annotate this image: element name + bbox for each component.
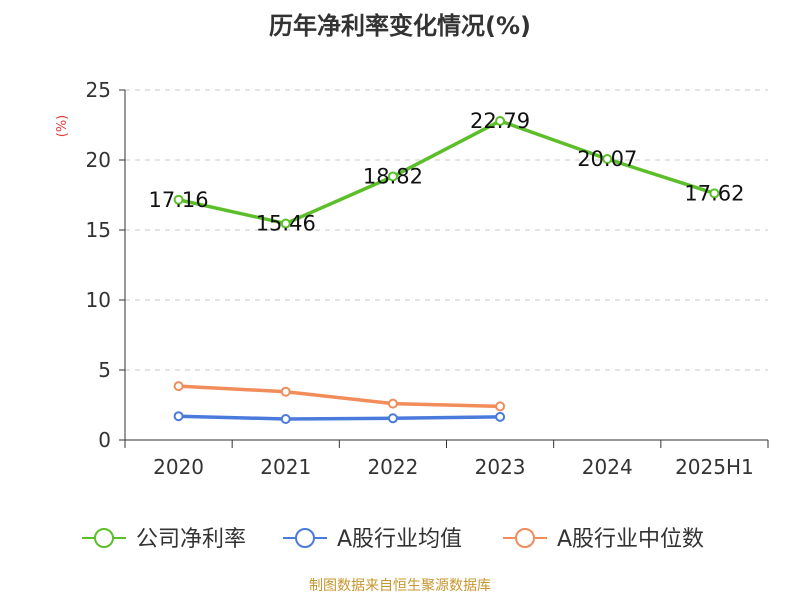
data-point[interactable] (495, 401, 506, 412)
legend-marker (515, 528, 535, 548)
data-label: 17.62 (684, 181, 744, 205)
x-tick-label: 2023 (475, 455, 526, 479)
y-tick-label: 25 (86, 78, 111, 102)
data-point[interactable] (709, 188, 720, 199)
x-tick-label: 2024 (582, 455, 633, 479)
data-point[interactable] (387, 413, 398, 424)
data-label: 17.16 (149, 188, 209, 212)
y-tick-label: 0 (98, 428, 111, 452)
y-tick-label: 5 (98, 358, 111, 382)
series-line-2 (176, 384, 502, 409)
data-point[interactable] (387, 398, 398, 409)
y-tick-label: 20 (86, 148, 111, 172)
x-tick-label: 2022 (367, 455, 418, 479)
series-line-0 (176, 119, 717, 226)
y-axis-unit-label: (%) (55, 115, 70, 138)
legend-marker (295, 528, 315, 548)
source-note: 制图数据来自恒生聚源数据库 (309, 578, 491, 594)
legend-label: 公司净利率 (136, 527, 246, 552)
data-point[interactable] (387, 171, 398, 182)
legend-item-2[interactable]: A股行业中位数 (503, 527, 704, 552)
series-lines (173, 115, 720, 424)
legend-label: A股行业均值 (337, 527, 462, 552)
series-line-1 (176, 414, 502, 421)
data-label: 22.79 (470, 109, 530, 133)
data-point[interactable] (495, 411, 506, 422)
axes: 0 5 10 15 20 25 2020 2021 2022 2023 2024 2025H1 (86, 78, 769, 479)
data-label: 18.82 (363, 165, 423, 189)
data-label: 20.07 (577, 147, 637, 171)
data-point[interactable] (173, 194, 184, 205)
data-point[interactable] (173, 381, 184, 392)
x-tick-label: 2025H1 (675, 455, 754, 479)
legend[interactable]: 公司净利率 A股行业均值 A股行业中位数 (82, 527, 704, 552)
data-labels: 17.16 15.46 18.82 22.79 20.07 17.62 (149, 109, 745, 236)
chart-title: 历年净利率变化情况(%) (269, 12, 531, 40)
grid-lines (125, 89, 768, 371)
legend-marker (94, 528, 114, 548)
data-point[interactable] (602, 154, 613, 165)
y-tick-label: 15 (86, 218, 111, 242)
legend-label: A股行业中位数 (557, 527, 704, 552)
data-point[interactable] (280, 386, 291, 397)
legend-item-0[interactable]: 公司净利率 (82, 527, 246, 552)
data-point[interactable] (495, 115, 506, 126)
legend-item-1[interactable]: A股行业均值 (283, 527, 462, 552)
x-tick-label: 2021 (260, 455, 311, 479)
data-point[interactable] (280, 414, 291, 424)
data-label: 15.46 (256, 212, 316, 236)
data-point[interactable] (173, 411, 184, 422)
data-point[interactable] (280, 218, 291, 229)
x-tick-label: 2020 (153, 455, 204, 479)
y-tick-label: 10 (86, 288, 111, 312)
